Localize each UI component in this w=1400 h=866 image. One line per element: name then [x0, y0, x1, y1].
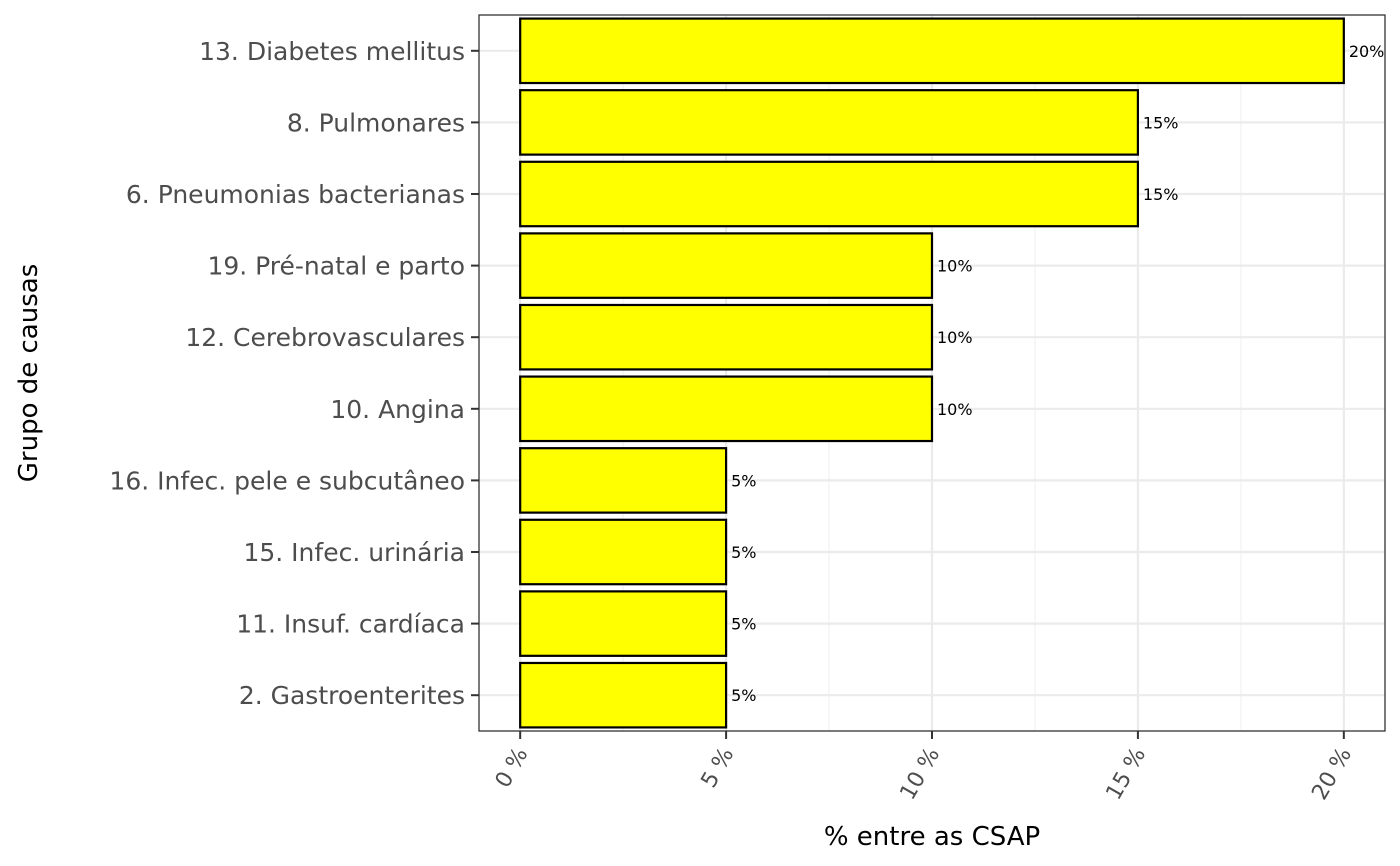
x-tick-label: 15 % [1102, 744, 1152, 805]
x-axis: 0 % 5 % 10 % 15 % 20 % [491, 731, 1357, 804]
bar [519, 518, 728, 586]
data-label: 10% [937, 400, 973, 419]
x-tick-label: 0 % [491, 744, 534, 793]
data-labels: 20% 15% 15% 10% 10% 10% 5% 5% 5% 5% [731, 42, 1384, 705]
data-label: 10% [937, 328, 973, 347]
data-label: 5% [731, 615, 756, 634]
data-label: 15% [1143, 185, 1179, 204]
y-tick-label: 15. Infec. urinária [243, 538, 465, 567]
data-label: 5% [731, 471, 756, 490]
y-axis: 13. Diabetes mellitus 8. Pulmonares 6. Pne… [109, 37, 479, 710]
y-axis-title: Grupo de causas [14, 264, 44, 483]
y-tick-label: 6. Pneumonias bacterianas [126, 180, 465, 209]
bar [519, 447, 728, 514]
bar [519, 375, 934, 443]
y-tick-label: 2. Gastroenterites [239, 681, 465, 710]
y-tick-label: 8. Pulmonares [287, 108, 465, 137]
bar [519, 232, 934, 299]
y-tick-label: 13. Diabetes mellitus [199, 37, 465, 66]
data-label: 15% [1143, 113, 1179, 132]
bars [519, 17, 1345, 729]
y-tick-label: 12. Cerebrovasculares [185, 323, 465, 352]
x-tick-label: 10 % [896, 744, 946, 805]
data-label: 5% [731, 686, 756, 705]
x-tick-label: 5 % [697, 744, 740, 793]
data-label: 10% [937, 257, 973, 276]
bar [519, 160, 1140, 228]
y-tick-label: 16. Infec. pele e subcutâneo [109, 466, 465, 495]
data-label: 5% [731, 543, 756, 562]
x-tick-label: 20 % [1307, 744, 1357, 805]
bar [519, 89, 1140, 156]
y-tick-label: 10. Angina [330, 395, 465, 424]
x-axis-title: % entre as CSAP [824, 822, 1040, 852]
bar [519, 661, 728, 729]
y-tick-label: 19. Pré-natal e parto [207, 252, 465, 281]
bar [519, 303, 934, 371]
bar [519, 17, 1345, 85]
y-tick-label: 11. Insuf. cardíaca [236, 610, 465, 639]
bar [519, 590, 728, 657]
data-label: 20% [1349, 42, 1385, 61]
